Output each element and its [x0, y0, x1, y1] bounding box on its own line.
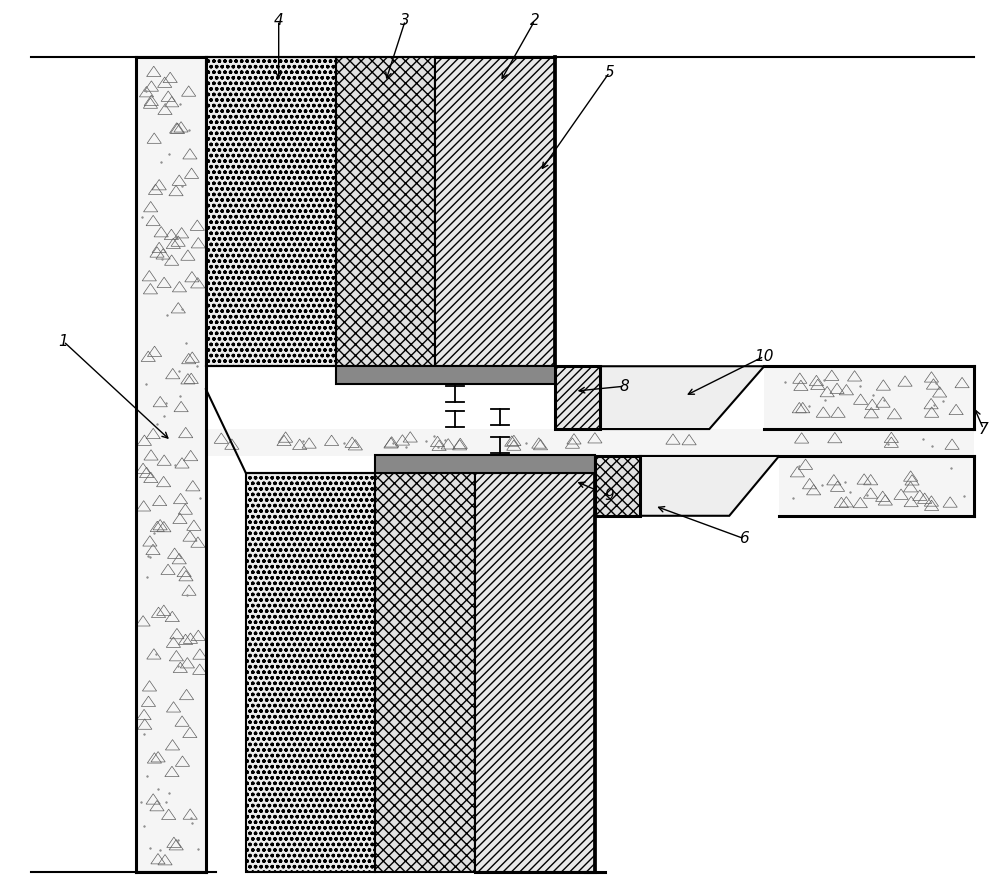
Text: 2: 2: [530, 12, 540, 28]
Bar: [764, 366, 974, 429]
Bar: [475, 473, 595, 871]
Text: 1: 1: [58, 334, 68, 348]
Bar: [336, 57, 435, 366]
Bar: [595, 456, 640, 516]
Bar: [246, 473, 375, 871]
Bar: [375, 473, 475, 871]
Text: 4: 4: [274, 12, 284, 28]
Text: 8: 8: [620, 379, 629, 394]
Bar: [206, 429, 555, 456]
Bar: [375, 455, 595, 473]
Bar: [206, 57, 336, 366]
Text: 3: 3: [400, 12, 410, 28]
Text: 6: 6: [739, 531, 749, 546]
Polygon shape: [600, 366, 764, 429]
Bar: [336, 366, 555, 384]
Polygon shape: [640, 456, 779, 516]
Text: 5: 5: [605, 65, 615, 79]
Bar: [136, 57, 206, 871]
Text: 10: 10: [754, 348, 774, 364]
Bar: [779, 456, 974, 516]
Bar: [206, 429, 974, 456]
Bar: [435, 57, 555, 366]
Text: 7: 7: [979, 421, 988, 437]
Text: 9: 9: [605, 488, 615, 503]
Bar: [555, 366, 600, 429]
